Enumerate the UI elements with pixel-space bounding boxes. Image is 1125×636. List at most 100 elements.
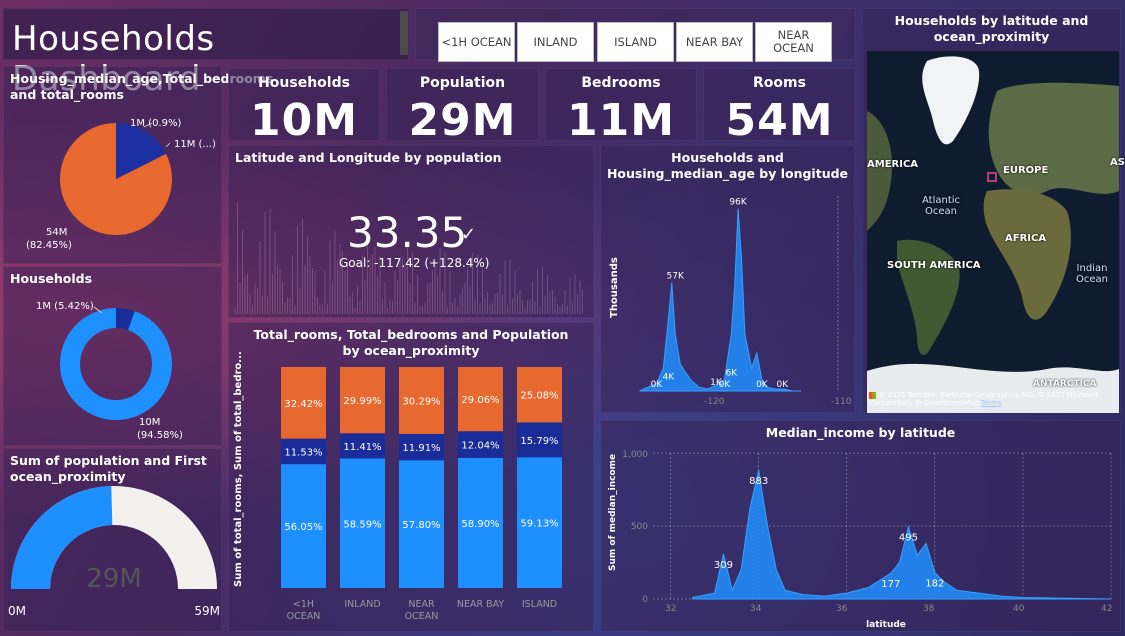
stacked-bar-label: 32.42% <box>284 399 322 410</box>
kpi-value: 29M <box>408 95 517 146</box>
stacked-bar-segment[interactable] <box>399 433 444 461</box>
map-label-antarctica: ANTARCTICA <box>1033 379 1097 389</box>
pie-slice-rooms[interactable] <box>60 123 172 235</box>
gauge-value: 29M <box>86 564 142 594</box>
stacked-bar-segment[interactable] <box>458 367 503 432</box>
stacked-bar-segment[interactable] <box>517 422 562 458</box>
longitude-data-label: 96K <box>729 198 747 208</box>
map-label-america: AMERICA <box>867 159 919 170</box>
stacked-bar-segment[interactable] <box>281 367 326 439</box>
slicer-item-island[interactable]: ISLAND <box>597 22 674 62</box>
map-bubble[interactable] <box>987 172 997 182</box>
latitude-ytick: 1,000 <box>622 450 648 460</box>
stacked-bar-segment[interactable] <box>458 457 503 588</box>
pie-label-rooms-pct: (82.45%) <box>26 240 72 251</box>
latitude-xtick: 36 <box>836 604 848 614</box>
kpi-card-rooms[interactable]: Rooms 54M <box>703 68 856 146</box>
gauge-title: Sum of population and First ocean_proxim… <box>10 453 207 484</box>
pie-slice-age[interactable] <box>116 123 120 179</box>
latitude-ylabel: Sum of median_income <box>608 454 618 571</box>
map-panel[interactable]: Households by latitude and ocean_proximi… <box>862 8 1125 413</box>
stacked-bar-segment[interactable] <box>399 367 444 434</box>
donut-chart-panel[interactable]: Households 1M (5.42%) 10M (94.58%) <box>3 266 222 446</box>
latitude-xlabel: latitude <box>866 620 906 630</box>
kpi-label: Bedrooms <box>581 75 661 91</box>
kpi-card-population[interactable]: Population 29M <box>386 68 539 146</box>
stacked-bar-panel[interactable]: Total_rooms, Total_bedrooms and Populati… <box>228 322 594 632</box>
latitude-xtick: 42 <box>1101 604 1112 614</box>
map-label-europe: EUROPE <box>1003 165 1049 176</box>
map-label-indian: Indian Ocean <box>1076 263 1108 285</box>
donut-slice[interactable] <box>60 308 172 420</box>
longitude-area-panel[interactable]: Households and Housing_median_age by lon… <box>600 145 855 413</box>
longitude-area[interactable] <box>639 208 802 392</box>
stacked-bar-segment[interactable] <box>281 464 326 588</box>
stacked-bar-segment[interactable] <box>340 367 385 434</box>
kpi-card-bedrooms[interactable]: Bedrooms 11M <box>545 68 697 146</box>
slicer-item-near-ocean[interactable]: NEAR OCEAN <box>755 22 832 62</box>
pie-label-bedrooms: 11M (...) <box>174 139 216 150</box>
donut-label-large-value: 10M <box>139 417 160 428</box>
stacked-bar-category: <1H <box>293 599 314 610</box>
stacked-bar-label: 58.90% <box>461 519 499 530</box>
kpi-value: 11M <box>566 95 675 146</box>
map-label-south-america: SOUTH AMERICA <box>887 260 981 271</box>
donut-chart-title: Households <box>10 271 93 286</box>
map-label-asia: AS <box>1110 157 1125 168</box>
stacked-bar-label: 15.79% <box>520 436 558 447</box>
stacked-bar-segment[interactable] <box>281 438 326 465</box>
slicer-item-near-bay[interactable]: NEAR BAY <box>676 22 753 62</box>
pie-chart-panel[interactable]: Housing_median_age,Total_bedrooms and to… <box>3 66 274 264</box>
latitude-xtick: 38 <box>923 604 935 614</box>
latitude-area-chart: Sum of median_income 1,000 500 0 309 883 1… <box>608 450 1112 630</box>
stacked-bar-segment[interactable] <box>340 458 385 588</box>
pie-slice-bedrooms[interactable] <box>116 123 166 179</box>
latitude-area[interactable] <box>692 469 1112 600</box>
stacked-bar-label: 29.99% <box>343 396 381 407</box>
stacked-bar-segment[interactable] <box>517 367 562 423</box>
latitude-ytick: 0 <box>642 595 648 605</box>
ocean-proximity-slicer: <1H OCEAN INLAND ISLAND NEAR BAY NEAR OC… <box>415 8 856 62</box>
stacked-bar-segment[interactable] <box>399 460 444 588</box>
gauge-min: 0M <box>8 604 26 618</box>
stacked-bar-category: INLAND <box>344 599 380 610</box>
pie-leader-line <box>143 122 153 128</box>
antarctica <box>867 363 1119 413</box>
map-attribution: © 2025 TomTom, Earthstar Geographics SIO… <box>869 391 1117 407</box>
pie-chart-title: Housing_median_age,Total_bedrooms and to… <box>10 71 274 102</box>
microsoft-logo-icon <box>869 391 876 399</box>
stacked-bar-segment[interactable] <box>340 433 385 459</box>
longitude-data-label: 1K <box>710 378 723 388</box>
title-accent-bar <box>400 11 408 55</box>
north-america <box>867 111 892 231</box>
gauge-chart: 29M 0M 59M <box>8 486 220 618</box>
slicer-item-1h-ocean[interactable]: <1H OCEAN <box>438 22 515 62</box>
longitude-data-label: 57K <box>667 272 685 282</box>
gauge-panel[interactable]: Sum of population and First ocean_proxim… <box>3 448 222 632</box>
stacked-bar-label: 29.06% <box>461 395 499 406</box>
pie-label-rooms-value: 54M <box>46 227 67 238</box>
latitude-xtick: 40 <box>1013 604 1025 614</box>
gauge-max: 59M <box>194 604 220 618</box>
slicer-item-inland[interactable]: INLAND <box>517 22 594 62</box>
stacked-bar-title: Total_rooms, Total_bedrooms and Populati… <box>253 327 569 358</box>
title-panel: Households Dashboard <box>3 8 409 99</box>
kpi-goal-panel[interactable]: Latitude and Longitude by population 33.… <box>228 145 594 318</box>
latitude-area-title: Median_income by latitude <box>765 425 956 440</box>
stacked-bar-label: 25.08% <box>520 391 558 402</box>
longitude-xtick: -120 <box>704 397 725 407</box>
stacked-bar-category: OCEAN <box>287 611 321 622</box>
stacked-bar-segment[interactable] <box>517 457 562 588</box>
stacked-bar-segment[interactable] <box>458 431 503 458</box>
latitude-area-panel[interactable]: Median_income by latitude Sum of median_… <box>600 420 1121 632</box>
world-map[interactable] <box>867 51 1119 413</box>
kpi-label: Population <box>419 75 506 91</box>
stacked-bar-category: NEAR BAY <box>457 599 505 610</box>
stacked-bar-ylabel: Sum of total_rooms, Sum of total_bedro..… <box>233 351 244 587</box>
map-terms-link[interactable]: Terms <box>981 399 1002 407</box>
kpi-goal-value: 33.35 <box>347 208 468 257</box>
donut-slice[interactable] <box>116 308 135 331</box>
latitude-data-label: 495 <box>899 533 918 544</box>
kpi-card-households[interactable]: Households 10M <box>228 68 380 146</box>
latitude-data-label: 182 <box>925 578 944 589</box>
